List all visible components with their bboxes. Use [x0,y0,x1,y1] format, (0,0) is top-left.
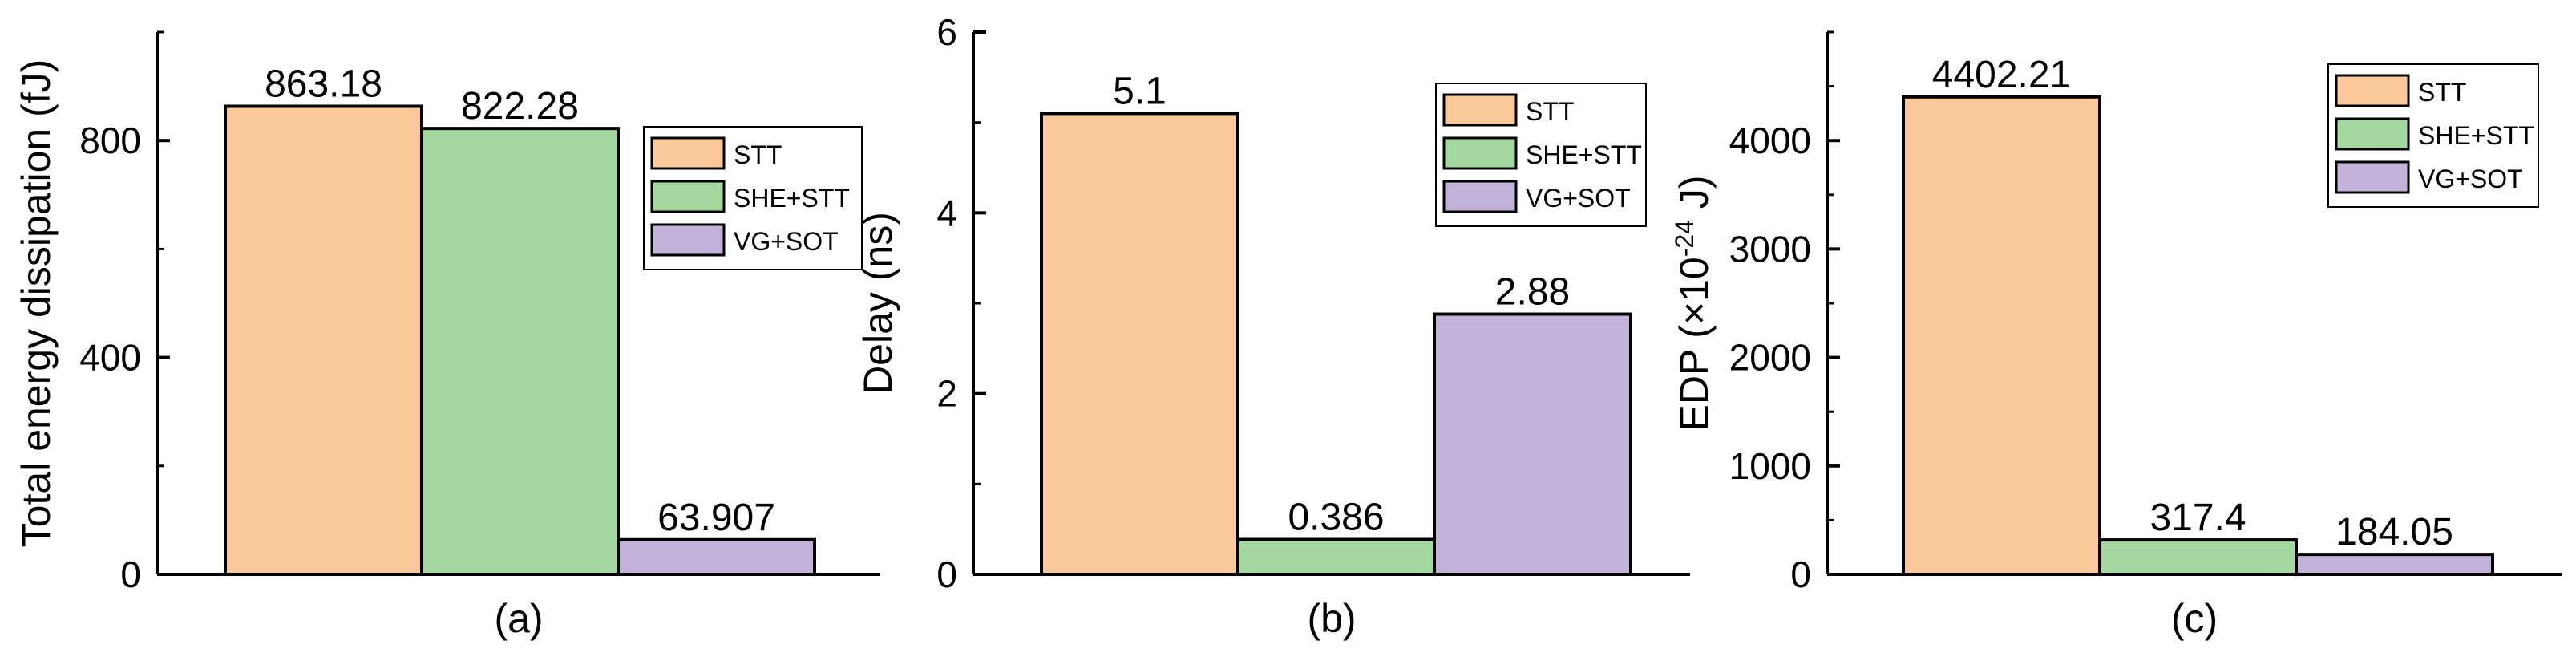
chart-panel-3: 4402.21 317.4 184.05 0 1000 2000 3000 4000 (c) ED… [1670,30,2562,641]
panel-label: (c) [2171,596,2218,641]
panel-label: (a) [494,596,543,641]
y-tick-label: 400 [79,337,141,379]
data-label: 0.386 [1288,497,1384,539]
legend-swatch [650,180,726,213]
bar-stt [1902,95,2101,576]
legend-label: VG+SOT [2418,164,2523,193]
bar-stt [1040,112,1239,576]
data-label: 184.05 [2335,511,2453,554]
y-axis-title: Total energy dissipation (fJ) [14,59,59,548]
y-tick-label: 4000 [1729,120,1811,161]
y-axis-title: EDP (×10-24 J) [1670,175,1717,431]
legend-swatch [1442,93,1518,127]
y-tick-label: 3000 [1729,228,1811,270]
data-label: 4402.21 [1932,54,2072,96]
data-label: 317.4 [2149,497,2246,539]
bar-vg-sot [2295,553,2494,577]
legend: STT SHE+STT VG+SOT [1435,83,1647,227]
legend-swatch [1442,180,1518,213]
y-axis-title-unit: J) [1672,175,1717,220]
data-label: 863.18 [265,63,382,105]
y-tick-label: 1000 [1729,445,1811,487]
legend-label: VG+SOT [734,227,839,256]
legend-swatch [2335,117,2410,151]
bar-stt [224,104,423,577]
legend: STT SHE+STT VG+SOT [2327,63,2539,208]
y-tick-label: 0 [120,554,141,595]
y-tick-label: 6 [936,11,957,53]
y-tick-label: 0 [1790,554,1811,595]
y-tick-label: 4 [936,192,957,233]
y-tick-label: 2000 [1729,337,1811,379]
legend: STT SHE+STT VG+SOT [643,126,863,270]
y-tick-label: 0 [936,554,957,595]
legend-swatch [1442,136,1518,170]
panel-label: (b) [1307,596,1356,641]
data-label: 5.1 [1113,70,1167,112]
bar-she-stt [420,127,620,576]
legend-label: VG+SOT [1526,184,1631,213]
data-label: 822.28 [461,85,579,128]
legend-label: STT [734,140,782,169]
legend-label: STT [2418,78,2466,107]
legend-swatch [2335,160,2410,194]
data-label: 2.88 [1495,271,1570,314]
data-label: 63.907 [657,497,775,539]
y-axis-title: Delay (ns) [855,212,900,395]
chart-panel-2: 5.1 0.386 2.88 0 2 4 6 (b) Delay (ns) STT SHE+STT V… [855,11,1690,641]
legend-label: SHE+STT [1526,140,1642,169]
y-tick-label: 800 [79,120,141,161]
y-axis-title-main: EDP (×10 [1672,257,1717,431]
y-axis-title-exponent: -24 [1670,220,1699,257]
bar-vg-sot [617,537,816,577]
legend-label: SHE+STT [734,184,850,213]
bar-she-stt [1236,537,1436,577]
legend-label: STT [1526,97,1574,126]
chart-panel-1: 863.18 822.28 63.907 0 400 800 (a) Total energy… [14,30,880,641]
bar-vg-sot [1433,312,1632,576]
legend-swatch [2335,74,2410,107]
legend-swatch [650,136,726,170]
legend-label: SHE+STT [2418,121,2534,150]
bar-she-stt [2098,538,2298,577]
legend-swatch [650,223,726,257]
y-tick-label: 2 [936,373,957,415]
